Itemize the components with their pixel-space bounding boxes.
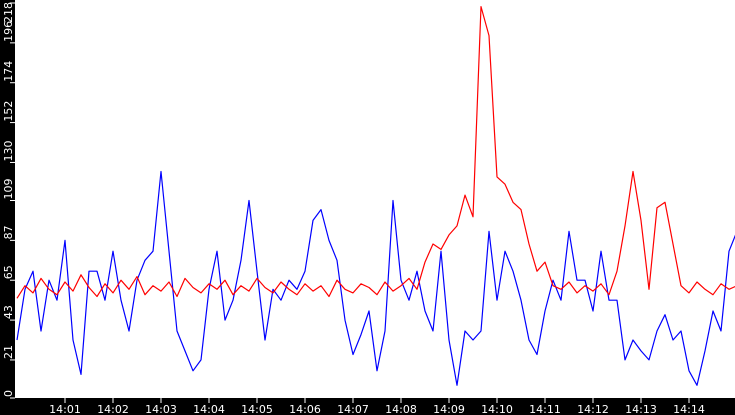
x-tick-label: 14:02 [97,403,129,415]
plot-area [15,0,735,398]
x-tick-label: 14:05 [241,403,273,415]
series-line-1 [16,170,735,386]
x-tick-label: 14:11 [529,403,561,415]
x-tick-label: 14:10 [481,403,513,415]
y-tick-label: 218 [2,2,15,23]
x-tick-label: 14:04 [193,403,225,415]
x-tick-label: 14:08 [385,403,417,415]
y-tick-label: 65 [2,265,15,279]
y-tick-label: 87 [2,225,15,239]
y-tick-label: 130 [2,140,15,161]
x-tick-label: 14:03 [145,403,177,415]
x-axis: 14:01 14:02 14:03 14:04 14:05 14:06 14:07 14:08… [49,398,705,415]
x-tick-label: 14:09 [433,403,465,415]
series-line-2 [16,5,735,299]
series-layer [16,5,735,386]
x-tick-label: 14:07 [337,403,369,415]
y-tick-label: 43 [2,305,15,319]
y-tick-label: 174 [2,61,15,82]
y-tick-label: 152 [2,101,15,122]
x-tick-label: 14:01 [49,403,81,415]
x-tick-label: 14:12 [577,403,609,415]
x-tick-label: 14:13 [625,403,657,415]
x-tick-label: 14:06 [289,403,321,415]
y-tick-label: 196 [2,21,15,42]
y-tick-label: 0 [2,390,15,397]
y-tick-label: 109 [2,179,15,200]
x-tick-label: 14:14 [673,403,705,415]
y-tick-label: 21 [2,345,15,359]
